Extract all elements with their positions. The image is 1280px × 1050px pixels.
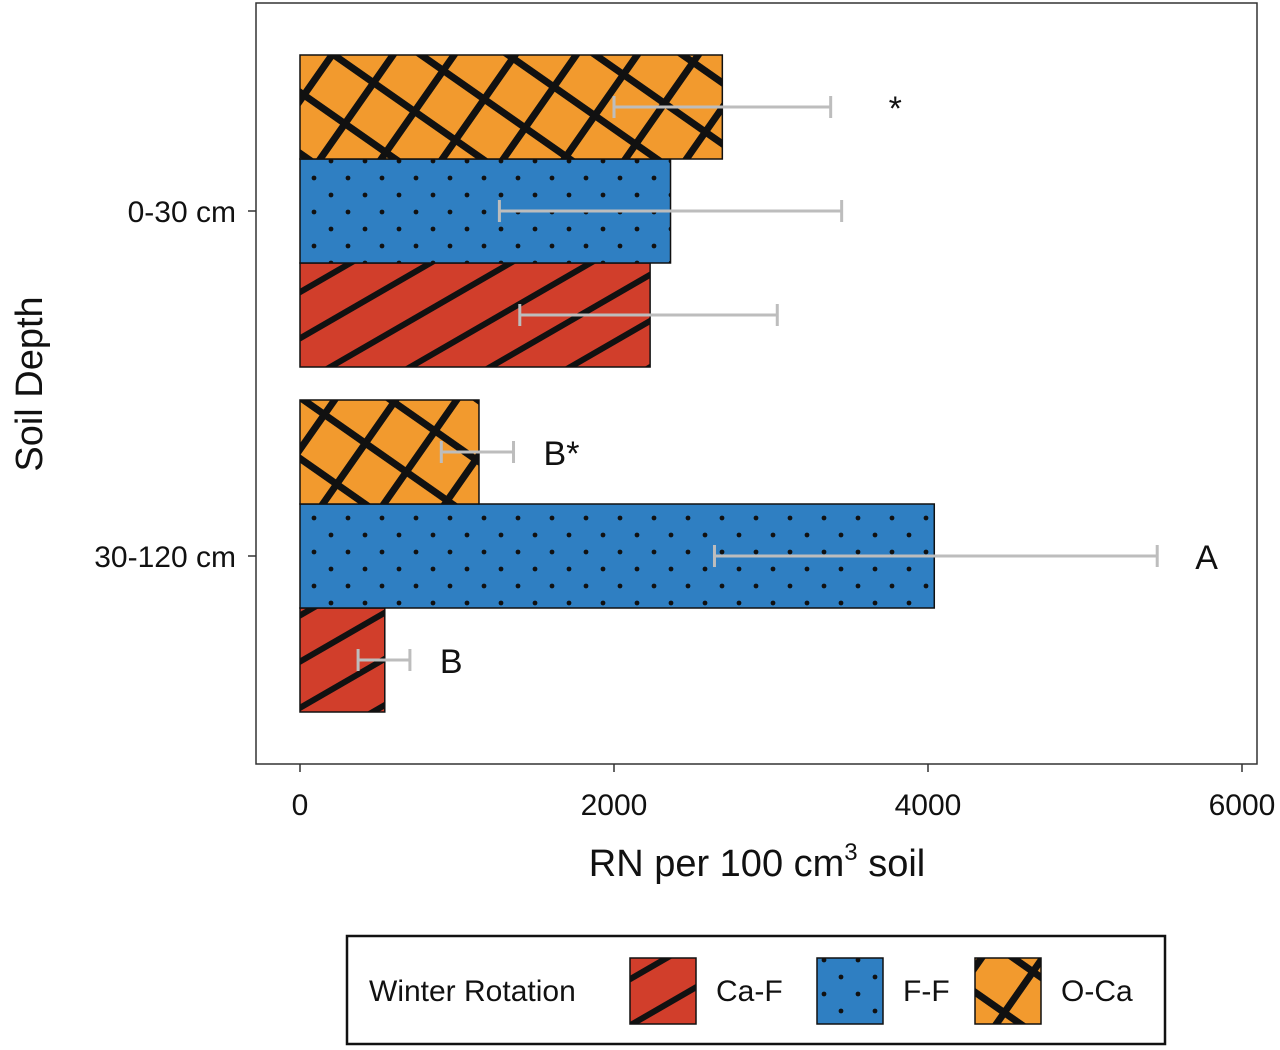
y-axis: 0-30 cm 30-120 cm	[94, 196, 256, 574]
x-tick-label-6000: 6000	[1209, 789, 1276, 822]
x-axis-title-superscript: 3	[844, 839, 857, 866]
annotations-layer: * B* A B	[440, 90, 1218, 681]
legend-label-o-ca: O-Ca	[1061, 975, 1133, 1008]
x-axis: 0 2000 4000 6000	[292, 764, 1276, 822]
legend-label-ca-f: Ca-F	[716, 975, 783, 1008]
legend-label-f-f: F-F	[903, 975, 950, 1008]
legend-key-f-f	[816, 957, 884, 1025]
x-axis-title: RN per 100 cm3 soil	[589, 839, 925, 885]
annotation-30-120-cm-f-f: A	[1195, 539, 1218, 577]
x-tick-label-2000: 2000	[581, 789, 648, 822]
legend-key-o-ca	[974, 957, 1042, 1025]
annotation-30-120-cm-ca-f: B	[440, 643, 463, 681]
x-axis-title-tail: soil	[858, 843, 926, 885]
errorbars-layer	[356, 96, 1159, 671]
legend-title: Winter Rotation	[369, 975, 576, 1008]
x-tick-label-4000: 4000	[895, 789, 962, 822]
annotation-30-120-cm-o-ca: B*	[544, 435, 580, 473]
y-tick-label-0-30-cm: 0-30 cm	[128, 196, 236, 229]
x-tick-label-0: 0	[292, 789, 309, 822]
annotation-0-30-cm-o-ca: *	[889, 90, 902, 128]
legend-key-ca-f	[629, 957, 697, 1025]
y-tick-label-30-120-cm: 30-120 cm	[94, 541, 236, 574]
x-axis-title-main: RN per 100 cm	[589, 843, 845, 885]
legend: Winter Rotation Ca-F F-F O-Ca	[345, 934, 1167, 1046]
y-axis-title: Soil Depth	[9, 296, 51, 471]
